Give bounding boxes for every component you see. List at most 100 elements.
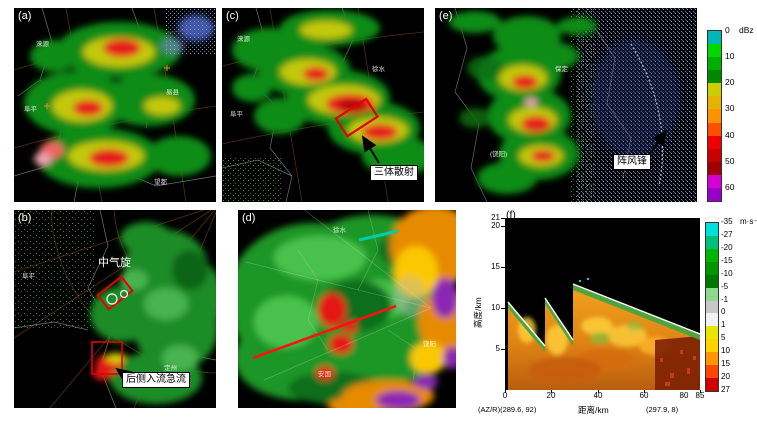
colorbar-tick: 20 xyxy=(725,77,735,87)
panel-c: (c) 涞源 阜平 徐水 三体散射 xyxy=(222,8,424,202)
y-tick: 10 xyxy=(491,303,500,312)
colorbar-tick: 60 xyxy=(725,182,735,192)
weak-echo-speckle xyxy=(14,210,94,330)
mesocyclone-circle xyxy=(106,293,118,305)
x-tick: 60 xyxy=(639,391,649,400)
panel-a: (a) 涞源 阜平 易县 望都 xyxy=(14,8,216,202)
colorbar-tick: 0 xyxy=(721,307,726,316)
panel-d: (d) 徐水 安国 饶阳 xyxy=(238,210,456,408)
echo-texture xyxy=(518,317,671,383)
y-axis-label: 高度/km xyxy=(473,297,483,328)
colorbar-tick: 30 xyxy=(725,103,735,113)
dbz-colorbar: 0 dBz 10 20 30 40 50 60 xyxy=(705,22,757,204)
colorbar-tick: 0 xyxy=(725,25,730,35)
x-tick: 85 xyxy=(695,391,705,400)
colorbar-tick: -20 xyxy=(721,243,733,252)
map-label: 定州 xyxy=(164,365,177,372)
gust-front-callout: 阵风锋 xyxy=(613,154,651,170)
velocity-image-d xyxy=(238,210,456,408)
clear-air-speckle xyxy=(222,158,282,202)
panel-label: (a) xyxy=(18,10,32,22)
velocity-echoes xyxy=(238,210,456,408)
x-axis-label: 距离/km xyxy=(578,405,609,415)
colorbar-unit: m·s⁻¹ xyxy=(740,217,757,226)
velocity-colorbar: -35 m·s⁻¹ -27 -20 -15 -10 -5 -1 0 1 5 10… xyxy=(703,210,757,405)
y-tick: 15 xyxy=(491,262,500,271)
inbound-specks xyxy=(660,350,696,386)
colorbar-tick: -10 xyxy=(721,269,733,278)
radial-spokes xyxy=(245,210,432,381)
map-label: 保定 xyxy=(555,66,568,73)
colorbar-tick: 27 xyxy=(721,385,730,394)
tbss-highlight-box xyxy=(334,97,380,138)
panel-label: (b) xyxy=(18,212,32,224)
cross-section-image xyxy=(505,218,701,390)
outbound-specks xyxy=(579,278,589,282)
map-label: 阜平 xyxy=(22,273,35,280)
map-label: 阜平 xyxy=(24,106,37,113)
y-tick: 21 xyxy=(491,213,500,222)
colorbar-tick: 10 xyxy=(725,51,735,61)
y-tick: 5 xyxy=(495,344,500,353)
reflectivity-echoes xyxy=(232,10,424,176)
clear-air-speckle xyxy=(166,8,216,54)
map-label: (饶阳) xyxy=(490,151,508,158)
cross-section-start-note: (AZ/R)(289.6, 92) xyxy=(478,405,537,414)
panel-label: (c) xyxy=(226,10,239,22)
colorbar-unit: dBz xyxy=(739,25,754,35)
y-tick: 20 xyxy=(491,221,500,230)
velocity-colorbar-bar xyxy=(705,222,719,392)
mesocyclone-label: 中气旋 xyxy=(98,257,131,269)
colorbar-tick: -15 xyxy=(721,256,733,265)
x-tick: 40 xyxy=(593,391,603,400)
tbss-arrow xyxy=(361,135,380,164)
map-label: 饶阳 xyxy=(423,341,436,348)
colorbar-tick: -27 xyxy=(721,230,733,239)
teal-segment-line xyxy=(358,229,399,242)
panel-f: (f) xyxy=(460,209,710,416)
rij-highlight-box xyxy=(91,341,123,375)
wedge-outlines xyxy=(507,283,701,347)
colorbar-tick: -5 xyxy=(721,282,729,291)
gust-front-arrow xyxy=(648,129,668,156)
panel-e: (e) 保定 (饶阳) 阵风锋 xyxy=(435,8,697,202)
colorbar-tick: 5 xyxy=(721,333,726,342)
reflectivity-echoes xyxy=(24,15,214,188)
panel-b: (b) 阜平 定州 中气旋 后侧入流急流 xyxy=(14,210,216,408)
panel-label: (e) xyxy=(439,10,453,22)
map-label: 阜平 xyxy=(230,111,243,118)
panel-label: (d) xyxy=(242,212,256,224)
map-label: 徐水 xyxy=(333,227,346,234)
dbz-colorbar-bar xyxy=(707,30,722,202)
colorbar-tick: 15 xyxy=(721,359,730,368)
reflectivity-image-e xyxy=(435,8,697,202)
colorbar-tick: 50 xyxy=(725,156,735,166)
x-tick: 80 xyxy=(679,391,689,400)
map-label: 易县 xyxy=(166,89,179,96)
map-label: 安国 xyxy=(318,371,331,378)
rij-callout: 后侧入流急流 xyxy=(122,372,190,388)
colorbar-tick: 40 xyxy=(725,130,735,140)
reflectivity-echoes xyxy=(449,11,680,194)
panel-label: (f) xyxy=(506,209,516,221)
colorbar-tick: -35 xyxy=(721,217,733,226)
reflectivity-image-a xyxy=(14,8,216,202)
wedge-green-caps xyxy=(508,284,700,352)
map-label: 望都 xyxy=(154,179,167,186)
inbound-core xyxy=(655,336,700,390)
colorbar-tick: 20 xyxy=(721,372,730,381)
mesocyclone-highlight-box xyxy=(96,275,134,311)
x-tick: 20 xyxy=(546,391,556,400)
map-label: 徐水 xyxy=(372,66,385,73)
colorbar-tick: -1 xyxy=(721,295,729,304)
colorbar-tick: 1 xyxy=(721,320,726,329)
map-label: 涞源 xyxy=(36,41,49,48)
cross-section-end-note: (297.9, 8) xyxy=(646,405,679,414)
velocity-cross-section-plot xyxy=(505,218,701,390)
colorbar-tick: 10 xyxy=(721,346,730,355)
tbss-callout: 三体散射 xyxy=(370,165,418,181)
x-tick: 0 xyxy=(502,391,508,400)
map-label: 涞源 xyxy=(237,36,250,43)
cross-section-line xyxy=(252,304,397,360)
